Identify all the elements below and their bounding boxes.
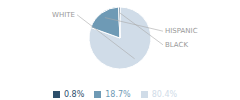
svg-text:WHITE: WHITE xyxy=(52,11,75,19)
html-text:18.7%: 18.7% xyxy=(105,90,131,99)
svg-text:HISPANIC: HISPANIC xyxy=(165,27,198,35)
html-text:0.8%: 0.8% xyxy=(63,90,85,99)
svg-text:BLACK: BLACK xyxy=(165,41,188,49)
html-text:80.4%: 80.4% xyxy=(151,90,178,99)
